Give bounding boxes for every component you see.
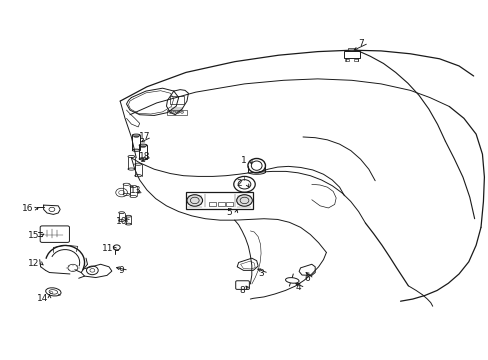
Bar — [353, 59, 357, 61]
Text: 11: 11 — [102, 244, 114, 253]
Bar — [347, 48, 354, 51]
Bar — [167, 110, 186, 115]
Bar — [209, 202, 216, 206]
Text: 18: 18 — [139, 152, 150, 161]
Text: 5: 5 — [225, 208, 231, 217]
Text: 13: 13 — [129, 185, 141, 194]
Text: 4: 4 — [295, 283, 300, 292]
Text: 6: 6 — [304, 274, 309, 283]
Text: 1: 1 — [240, 156, 246, 165]
Text: 2: 2 — [236, 179, 242, 188]
Text: 3: 3 — [258, 269, 264, 278]
Text: 14: 14 — [37, 294, 48, 303]
Text: 15: 15 — [28, 231, 40, 240]
Bar — [344, 51, 359, 58]
Text: 12: 12 — [28, 259, 40, 268]
Bar — [170, 96, 183, 104]
Text: 7: 7 — [358, 39, 364, 48]
Text: 8: 8 — [239, 285, 244, 294]
Text: 17: 17 — [139, 132, 150, 141]
Text: 9: 9 — [119, 266, 124, 275]
Bar — [185, 192, 253, 209]
Text: 10: 10 — [116, 217, 127, 226]
Bar — [226, 202, 233, 206]
Bar — [217, 202, 224, 206]
Bar — [344, 59, 348, 61]
Text: 16: 16 — [22, 204, 33, 213]
